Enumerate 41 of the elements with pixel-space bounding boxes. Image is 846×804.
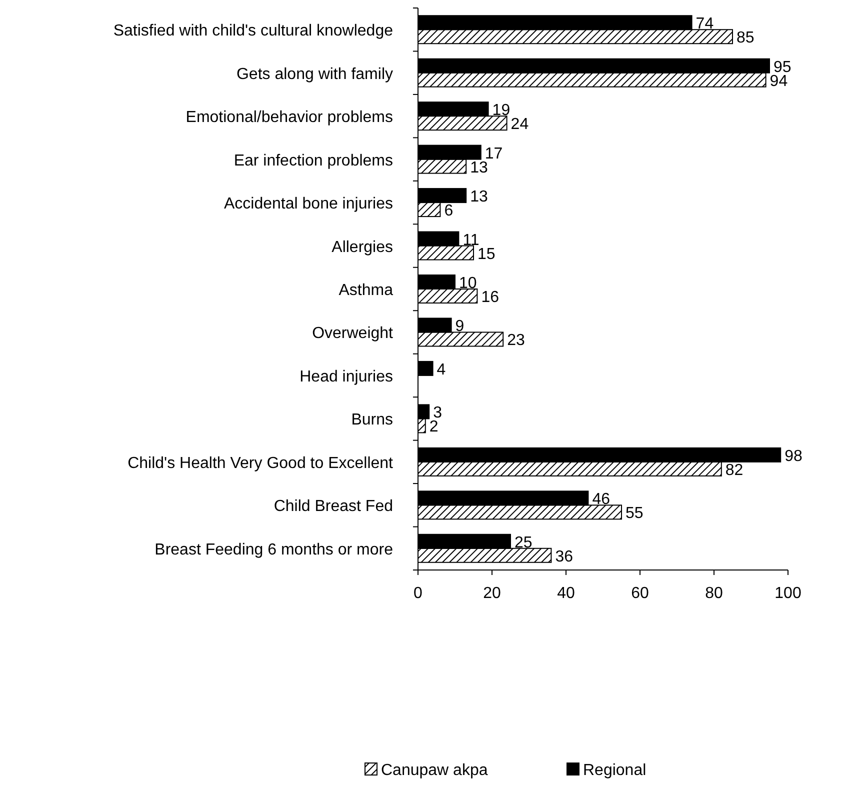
x-tick-label: 0 [414,585,423,602]
y-tick-label: Overweight [312,325,394,342]
y-tick-label: Child Breast Fed [274,498,393,516]
data-label: 9 [455,318,464,336]
y-tick-label: Ear infection problems [234,152,393,170]
data-label: 74 [696,16,714,33]
y-tick-label: Breast Feeding 6 months or more [154,541,394,558]
y-tick-label: Child's Health Very Good to Excellent [128,454,394,472]
data-label: 19 [492,102,510,120]
data-label: 13 [470,188,488,206]
data-label: 55 [626,505,644,522]
data-label: 24 [510,116,529,134]
data-label: 4 [436,361,446,378]
data-label: 10 [459,275,477,292]
legend-label: Canupaw akpa [381,762,488,779]
x-tick-label: 60 [631,585,649,602]
legend-label: Regional [583,762,646,779]
data-label: 46 [592,491,610,508]
y-tick-label: Head injuries [300,368,393,386]
y-tick-label: Asthma [338,282,394,299]
data-label: 23 [507,332,525,350]
data-label: 15 [478,246,496,263]
x-tick-label: 20 [483,585,501,602]
y-tick-label: Accidental bone injuries [224,196,393,213]
data-label: 11 [462,232,480,249]
data-label: 36 [555,548,574,566]
y-tick-label: Gets along with family [236,66,393,83]
x-tick-label: 100 [774,585,802,602]
data-label: 25 [514,534,532,552]
data-label: 98 [784,448,802,465]
data-label: 2 [429,418,438,436]
y-tick-label: Burns [351,412,393,429]
data-label: 16 [481,289,500,306]
data-label: 82 [725,462,744,479]
x-tick-label: 80 [705,585,723,602]
data-label: 85 [736,30,754,47]
y-tick-label: Allergies [332,238,393,256]
x-tick-label: 40 [557,585,575,602]
y-tick-label: Emotional/behavior problems [186,109,393,126]
y-tick-label: Satisfied with child's cultural knowledge [113,22,394,40]
data-label: 6 [444,202,454,220]
